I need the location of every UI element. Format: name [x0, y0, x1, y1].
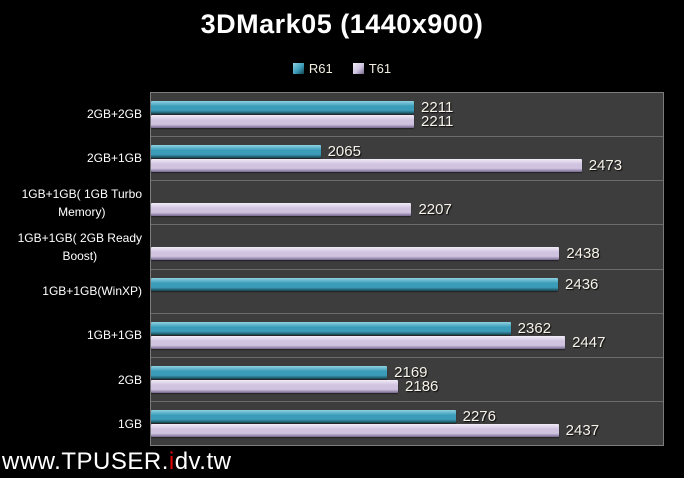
category-label: 2GB+2GB: [86, 107, 142, 122]
category-band: 2276 2437: [151, 402, 663, 445]
value-label: 2207: [418, 201, 452, 219]
watermark-highlight: i: [168, 448, 175, 475]
bar-t61: [151, 159, 582, 173]
bar-r61: [151, 145, 321, 159]
legend-label: R61: [308, 61, 333, 76]
chart-title: 3DMark05 (1440x900): [200, 9, 484, 39]
category-band: 2211 2211: [151, 93, 663, 138]
legend-label: T61: [368, 61, 392, 76]
category-band: 2436: [151, 270, 663, 314]
category-band: 2169 2186: [151, 358, 663, 402]
value-label: 2436: [565, 275, 599, 293]
value-label: 2447: [572, 333, 606, 351]
value-label: 2437: [565, 421, 600, 439]
legend-swatch-r61: [292, 63, 304, 74]
value-label: 2362: [517, 319, 552, 337]
bar-t61: [151, 335, 566, 349]
bar-r61: [151, 101, 415, 115]
watermark-suffix: dv.tw: [174, 448, 232, 475]
watermark-prefix: www.TPUSER.: [2, 448, 169, 475]
value-label: 2186: [405, 377, 439, 395]
bar-t61: [151, 203, 412, 217]
value-label: 2438: [566, 245, 600, 263]
legend: R61 T61: [0, 61, 684, 76]
category-label: 1GB: [117, 416, 142, 431]
category-label: 1GB+1GB( 1GB Turbo Memory): [21, 186, 142, 219]
category-label: 1GB+1GB: [86, 328, 142, 343]
value-label: 2276: [462, 407, 496, 425]
bar-r61: [151, 321, 511, 335]
bar-t61: [151, 247, 560, 261]
category-band: 2065 2473: [151, 137, 663, 182]
value-label: 2065: [327, 143, 361, 161]
category-axis-labels: 2GB+2GB 2GB+1GB 1GB+1GB( 1GB Turbo Memory)…: [0, 92, 142, 446]
category-band: 2207: [151, 181, 663, 226]
watermark: www.TPUSER.idv.tw: [2, 448, 231, 476]
category-label: 1GB+1GB( 2GB Ready Boost): [17, 230, 142, 263]
legend-item-t61: T61: [352, 61, 392, 76]
bar-r61: [151, 365, 388, 379]
value-label: 2169: [394, 363, 428, 381]
category-label: 2GB+1GB: [86, 151, 142, 166]
bar-r61: [151, 277, 559, 291]
legend-swatch-t61: [352, 63, 364, 74]
value-label: 2473: [588, 157, 623, 175]
bar-t61: [151, 379, 399, 393]
bar-t61: [151, 115, 415, 129]
value-label: 2211: [421, 113, 454, 131]
category-band: 2362 2447: [151, 314, 663, 358]
bar-r61: [151, 409, 456, 423]
plot-area: 2211 2211 2065 2473 2207 2438 2436 2362 2447 2169…: [150, 92, 664, 446]
category-label: 1GB+1GB(WinXP): [42, 284, 142, 299]
legend-item-r61: R61: [292, 61, 333, 76]
category-band: 2438: [151, 225, 663, 270]
value-label: 2211: [421, 99, 454, 117]
bar-t61: [151, 423, 559, 437]
category-label: 2GB: [117, 372, 142, 387]
